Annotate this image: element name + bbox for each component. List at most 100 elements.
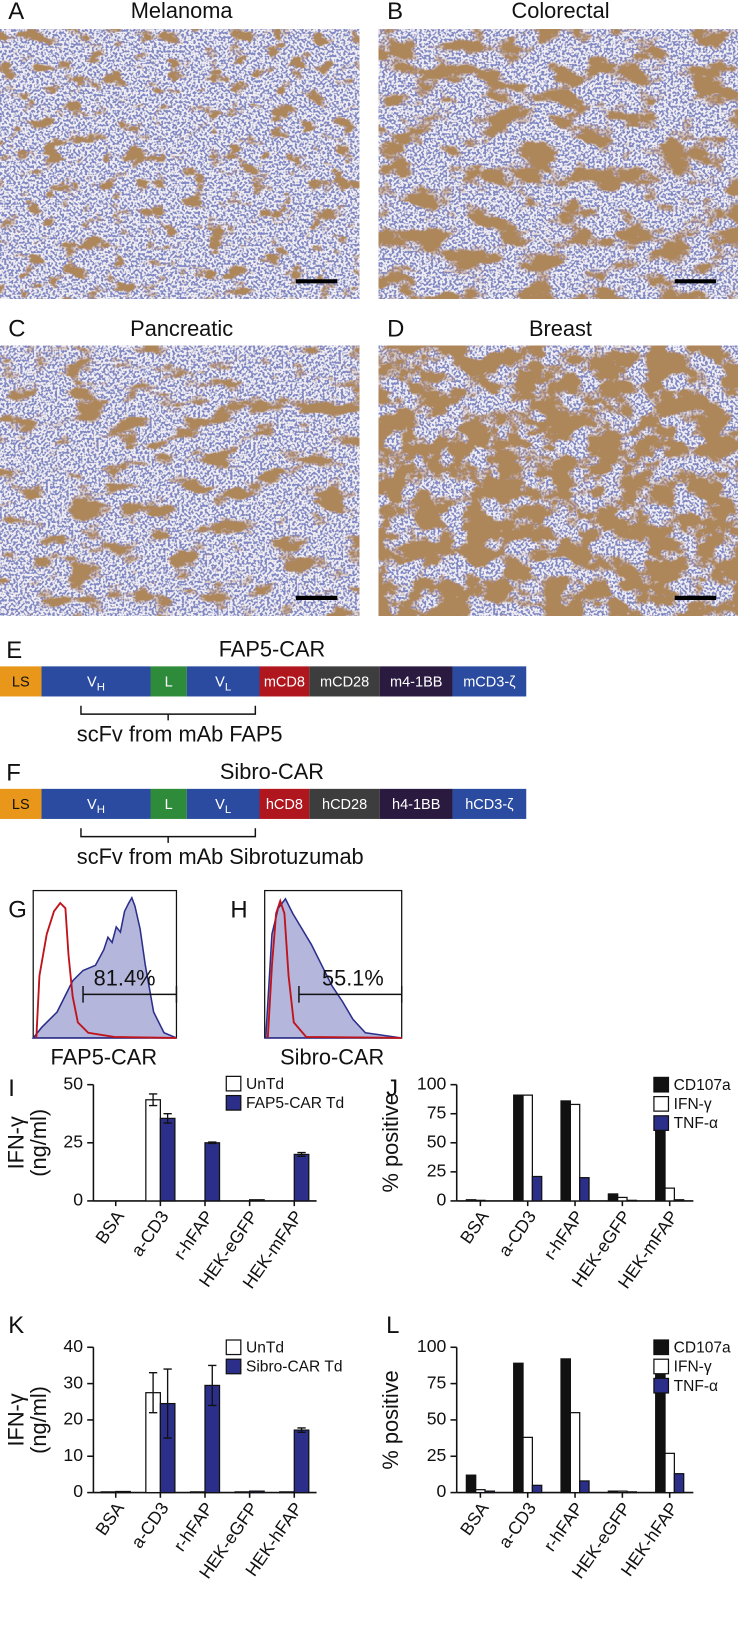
y-tick-label: 0: [73, 1190, 83, 1210]
segment-text: LS: [12, 797, 30, 813]
control-histogram: [35, 901, 177, 1039]
segment-text: hCD28: [322, 797, 367, 813]
panel-letter: L: [386, 1312, 399, 1339]
y-tick-label: 25: [63, 1131, 83, 1151]
stained-histogram: [31, 896, 177, 1039]
y-tick-label: 25: [427, 1445, 447, 1465]
construct-segment: [452, 666, 527, 697]
bar: [279, 1491, 295, 1494]
gate: [298, 986, 403, 1003]
bar: [664, 1452, 675, 1494]
bar: [579, 1480, 590, 1494]
bar: [475, 1489, 486, 1494]
construct-segment: [0, 666, 42, 697]
segment-text: V: [215, 797, 225, 813]
panel-letter: D: [387, 315, 404, 342]
segment-label: VH: [87, 797, 105, 816]
bar: [569, 1103, 581, 1202]
bar: [513, 1362, 524, 1494]
bracket-label: scFv from mAb Sibrotuzumab: [77, 844, 364, 869]
micrograph-title: Breast: [529, 316, 592, 341]
flow-x-label: FAP5-CAR: [51, 1044, 158, 1069]
panel-letter: K: [8, 1312, 24, 1339]
segment-text: m4-1BB: [390, 674, 442, 690]
error-bar: [297, 1427, 306, 1433]
legend-swatch: [653, 1115, 670, 1131]
legend-swatch: [653, 1358, 670, 1375]
y-tick-label: 0: [437, 1190, 447, 1210]
segment-text: mCD3-ζ: [463, 674, 516, 690]
x-tick-label: r-hFAP: [539, 1207, 587, 1263]
segment-label: VH: [87, 674, 105, 693]
bar: [522, 1094, 533, 1202]
construct-title: FAP5-CAR: [219, 637, 326, 662]
legend-swatch: [225, 1358, 242, 1375]
bracket-label: scFv from mAb FAP5: [77, 722, 283, 747]
legend-swatch: [653, 1339, 670, 1356]
segment-text: V: [87, 674, 97, 690]
construct-segment: [259, 788, 310, 819]
panel-letter: J: [386, 1075, 398, 1102]
construct-segment: [259, 666, 310, 697]
y-tick-label: 75: [427, 1372, 447, 1392]
legend-label: Sibro-CAR Td: [246, 1359, 342, 1376]
y-axis-label: IFN-γ: [3, 1393, 28, 1446]
error-bar: [208, 1141, 217, 1145]
bar: [204, 1142, 221, 1202]
error-bar: [297, 1151, 306, 1157]
construct-segment: [309, 788, 380, 819]
x-tick-label: BSA: [91, 1498, 128, 1539]
micrograph-title: Colorectal: [511, 0, 609, 23]
segment-label: LS: [12, 797, 30, 813]
bar: [100, 1491, 117, 1494]
x-tick-label: BSA: [91, 1207, 128, 1248]
construct-segment: [186, 788, 260, 819]
segment-label: L: [165, 674, 173, 690]
segment-label: mCD28: [320, 674, 369, 690]
bar: [531, 1175, 543, 1202]
x-tick-label: r-hFAP: [169, 1207, 217, 1263]
bar: [617, 1490, 628, 1494]
bar: [655, 1123, 666, 1202]
y-tick-label: 0: [437, 1481, 447, 1501]
y-axis-label: % positive: [378, 1093, 403, 1192]
error-bar: [208, 1364, 217, 1407]
control-histogram: [266, 897, 402, 1039]
construct-segment: [0, 788, 42, 819]
y-tick-label: 50: [427, 1409, 447, 1429]
segment-label: hCD28: [322, 797, 367, 813]
micrograph: [0, 29, 360, 299]
bar: [673, 1473, 685, 1494]
panel-letter: G: [8, 897, 27, 924]
bar: [465, 1199, 477, 1202]
stained-histogram: [264, 897, 402, 1039]
bar: [673, 1199, 685, 1202]
segment-label: hCD3-ζ: [465, 797, 514, 813]
gate: [82, 986, 178, 1003]
x-tick-label: BSA: [456, 1498, 493, 1539]
bar: [484, 1490, 496, 1494]
bar: [579, 1177, 590, 1202]
flow-histogram-g: [31, 889, 178, 1039]
bar: [475, 1199, 486, 1202]
segment-label: h4-1BB: [392, 797, 440, 813]
bar: [560, 1100, 571, 1202]
y-axis-label: IFN-γ: [3, 1116, 28, 1169]
segment-label: VL: [215, 674, 231, 693]
x-tick-label: r-hFAP: [539, 1499, 587, 1555]
bracket: [80, 828, 257, 843]
segment-subscript: L: [225, 804, 231, 816]
legend-swatch: [653, 1377, 670, 1394]
y-axis-label: (ng/ml): [26, 1386, 51, 1454]
legend-label: UnTd: [246, 1339, 284, 1356]
panel-letter: E: [6, 637, 22, 664]
legend-label: CD107a: [674, 1077, 731, 1094]
bar: [249, 1199, 265, 1202]
y-tick-label: 100: [417, 1073, 447, 1093]
flow-histogram-h: [264, 889, 403, 1039]
segment-subscript: H: [97, 682, 105, 694]
segment-subscript: H: [97, 804, 105, 816]
gate-percent: 81.4%: [94, 966, 156, 991]
segment-text: L: [165, 797, 173, 813]
micrograph: [0, 345, 360, 616]
